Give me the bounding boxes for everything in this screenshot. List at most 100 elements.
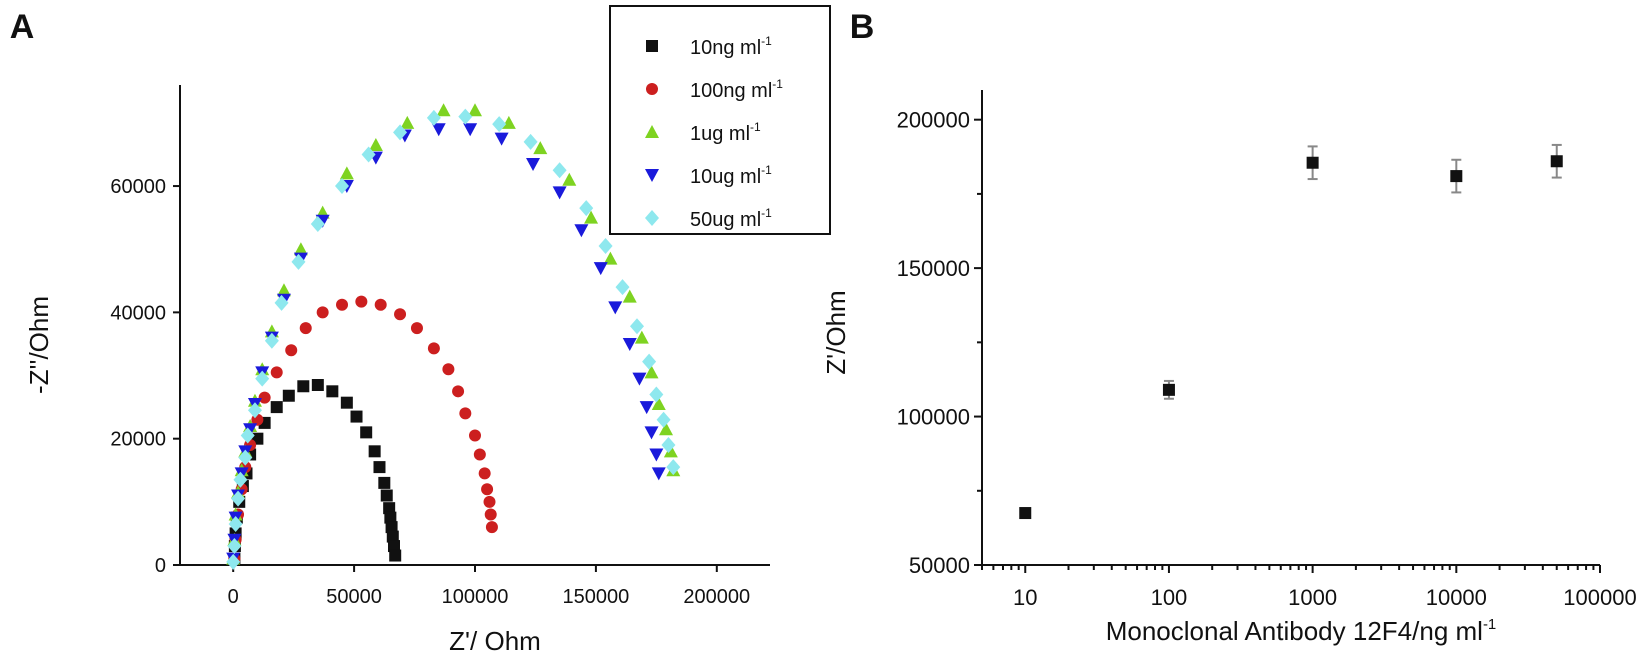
data-point [389, 549, 402, 562]
data-point [584, 210, 599, 224]
data-point [598, 238, 613, 255]
x-tick-label-b: 10 [1013, 585, 1037, 610]
legend-marker [646, 83, 658, 95]
data-point [311, 379, 324, 391]
data-point [452, 385, 465, 398]
data-point [255, 370, 270, 387]
legend-marker [646, 40, 658, 52]
data-point [297, 380, 310, 393]
data-point [459, 407, 472, 420]
data-point [387, 540, 400, 553]
data-point [484, 508, 497, 521]
data-point [651, 396, 666, 410]
data-point [562, 172, 577, 186]
data-point [632, 372, 647, 386]
legend-marker [645, 210, 659, 226]
data-point [501, 115, 516, 129]
y-axis-label-b: Z'/Ohm [821, 290, 851, 374]
data-point [649, 448, 664, 462]
data-point [227, 538, 242, 555]
data-point [659, 422, 674, 436]
data-point [526, 157, 541, 171]
data-point [483, 495, 496, 508]
data-point [378, 476, 391, 489]
data-point [639, 401, 654, 415]
data-point [355, 295, 368, 308]
data-point [339, 166, 354, 180]
data-point [651, 467, 666, 481]
data-point [282, 389, 295, 402]
data-point [463, 123, 478, 137]
data-point [383, 502, 396, 515]
x-tick-label-a: 200000 [683, 586, 750, 608]
data-point [574, 224, 589, 238]
data-point [360, 426, 373, 439]
data-point [579, 200, 594, 217]
y-tick-label-b: 200000 [897, 108, 970, 133]
x-tick-label-b: 100000 [1563, 585, 1636, 610]
data-point [608, 301, 623, 315]
x-axis-label-sup: -1 [1483, 616, 1496, 633]
data-point [642, 353, 657, 370]
panel-label-a: A [10, 8, 35, 46]
x-tick-label-b: 100 [1151, 585, 1188, 610]
data-point [385, 521, 398, 534]
data-point [340, 396, 353, 409]
data-point [656, 411, 671, 428]
data-point [426, 109, 441, 126]
data-point [258, 391, 271, 404]
data-point [644, 365, 659, 379]
data-point [1306, 156, 1319, 169]
data-point [299, 322, 312, 335]
data-point [285, 344, 298, 357]
data-point [622, 289, 637, 303]
data-point [436, 103, 451, 117]
series-4-a [226, 108, 681, 570]
data-point [622, 337, 637, 351]
legend-label-sup: -1 [772, 77, 783, 91]
data-point [310, 215, 325, 232]
data-point [481, 483, 494, 496]
data-point [666, 459, 681, 476]
data-point [661, 437, 676, 453]
data-point [442, 363, 455, 376]
y-tick-label-a: 60000 [110, 176, 166, 198]
legend-label: 50ug ml-1 [690, 206, 772, 231]
data-point [410, 322, 423, 335]
data-point [663, 444, 678, 458]
data-point [458, 108, 473, 125]
legend-a: 10ng ml-1 100ng ml-1 1ug ml-1 10ug ml-1 50ug… [609, 5, 831, 235]
data-point [350, 410, 363, 423]
legend-label-sup: -1 [761, 34, 772, 48]
data-point [368, 445, 381, 458]
y-tick-label-b: 100000 [897, 405, 970, 430]
data-point [243, 423, 258, 437]
data-point [468, 103, 482, 117]
y-tick-label-b: 150000 [897, 256, 970, 281]
data-point [240, 427, 255, 444]
x-tick-label-a: 50000 [326, 586, 382, 608]
data-point [400, 115, 415, 129]
data-point [293, 242, 308, 256]
y-tick-label-b: 50000 [909, 553, 970, 578]
data-point [427, 342, 440, 355]
legend-label: 10ng ml-1 [690, 34, 772, 59]
data-point [485, 521, 498, 534]
data-point [473, 448, 486, 461]
data-point [494, 132, 509, 146]
x-axis-label-a: Z'/ Ohm [449, 626, 541, 656]
data-point [533, 141, 548, 155]
legend-label: 10ug ml-1 [690, 163, 772, 188]
data-point [276, 283, 291, 297]
data-point [238, 449, 253, 466]
legend-label: 100ng ml-1 [690, 77, 783, 102]
data-point [386, 530, 399, 543]
legend-label: 1ug ml-1 [690, 120, 761, 145]
data-point [336, 298, 349, 311]
x-tick-label-a: 0 [228, 586, 239, 608]
data-point [431, 123, 446, 137]
data-point [649, 386, 664, 403]
data-point [233, 471, 248, 488]
data-point [1550, 155, 1563, 168]
